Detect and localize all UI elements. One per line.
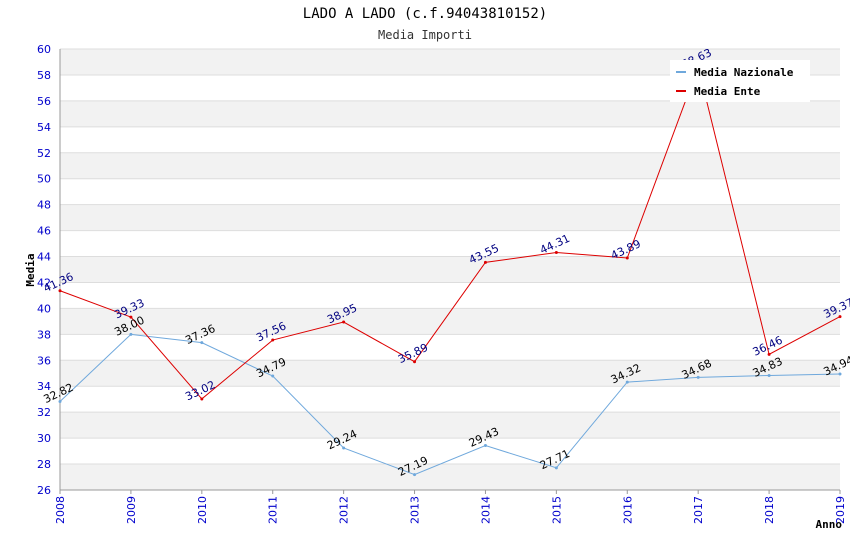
grid-band bbox=[60, 204, 840, 231]
data-point bbox=[271, 338, 275, 342]
y-tick-label: 28 bbox=[37, 458, 51, 471]
y-tick-label: 30 bbox=[37, 432, 51, 445]
x-tick-label: 2012 bbox=[338, 496, 351, 524]
y-tick-label: 40 bbox=[37, 302, 51, 315]
grid-band bbox=[60, 152, 840, 179]
grid-band bbox=[60, 464, 840, 490]
legend-entry: Media Nazionale bbox=[694, 66, 794, 79]
y-axis-label: Media bbox=[24, 253, 37, 286]
data-point bbox=[413, 473, 417, 477]
series-line-1 bbox=[59, 333, 841, 476]
x-tick-label: 2019 bbox=[834, 496, 847, 524]
data-point bbox=[767, 352, 771, 356]
grid-lines bbox=[60, 48, 840, 491]
x-tick-labels: 2008 2009 2010 2011 2012 2013 2014 2015 2016 2017… bbox=[54, 496, 847, 524]
x-tick-label: 2015 bbox=[550, 496, 563, 524]
data-point bbox=[554, 251, 558, 255]
y-tick-label: 32 bbox=[37, 406, 51, 419]
y-tick-label: 42 bbox=[37, 276, 51, 289]
y-tick-label: 34 bbox=[37, 380, 51, 393]
x-tick-label: 2016 bbox=[621, 496, 634, 524]
y-tick-label: 46 bbox=[37, 225, 51, 238]
data-point bbox=[483, 444, 487, 448]
data-point bbox=[483, 260, 487, 264]
x-tick-label: 2008 bbox=[54, 496, 67, 524]
y-tick-label: 48 bbox=[37, 199, 51, 212]
data-point bbox=[200, 397, 204, 401]
y-tick-label: 50 bbox=[37, 173, 51, 186]
data-point bbox=[129, 332, 133, 336]
data-point bbox=[696, 375, 700, 379]
legend-entry: Media Ente bbox=[694, 85, 761, 98]
y-tick-labels: 26 28 30 32 34 36 38 40 42 44 46 48 50 52 54 56 58 60 bbox=[37, 43, 51, 497]
x-tick-label: 2013 bbox=[409, 496, 422, 524]
chart-title: LADO A LADO (c.f.94043810152) bbox=[303, 6, 547, 22]
data-label: 36.46 bbox=[751, 334, 785, 359]
data-point bbox=[838, 372, 842, 376]
y-tick-label: 54 bbox=[37, 121, 51, 134]
y-tick-label: 44 bbox=[37, 251, 51, 264]
legend: Media Nazionale Media Ente bbox=[670, 60, 810, 102]
x-tick-label: 2009 bbox=[125, 496, 138, 524]
y-tick-label: 58 bbox=[37, 69, 51, 82]
grid-band bbox=[60, 100, 840, 127]
y-tick-label: 36 bbox=[37, 354, 51, 367]
grid-bands bbox=[60, 49, 840, 490]
data-point bbox=[58, 289, 62, 293]
y-tick-label: 56 bbox=[37, 95, 51, 108]
grid-band bbox=[60, 360, 840, 387]
data-point bbox=[200, 341, 204, 345]
x-tick-label: 2014 bbox=[479, 496, 492, 524]
axes bbox=[59, 49, 841, 494]
data-point bbox=[342, 446, 346, 450]
y-tick-label: 52 bbox=[37, 147, 51, 160]
data-point bbox=[838, 315, 842, 319]
data-point bbox=[413, 360, 417, 364]
y-tick-label: 60 bbox=[37, 43, 51, 56]
data-point bbox=[554, 466, 558, 470]
data-point bbox=[625, 380, 629, 384]
data-point bbox=[129, 315, 133, 319]
chart-subtitle: Media Importi bbox=[378, 28, 472, 42]
y-tick-label: 26 bbox=[37, 484, 51, 497]
x-tick-label: 2018 bbox=[763, 496, 776, 524]
data-point bbox=[271, 374, 275, 378]
x-tick-label: 2011 bbox=[267, 496, 280, 524]
x-axis-label: Anno bbox=[816, 518, 843, 531]
x-tick-label: 2010 bbox=[196, 496, 209, 524]
series-line-2 bbox=[59, 65, 841, 400]
data-point bbox=[58, 400, 62, 404]
grid-band bbox=[60, 412, 840, 439]
grid-band bbox=[60, 256, 840, 283]
data-point bbox=[767, 373, 771, 377]
legend-box bbox=[670, 60, 810, 102]
x-tick-label: 2017 bbox=[692, 496, 705, 524]
data-point bbox=[625, 256, 629, 260]
data-point bbox=[342, 320, 346, 324]
y-tick-label: 38 bbox=[37, 328, 51, 341]
data-label: 41.36 bbox=[41, 270, 75, 295]
